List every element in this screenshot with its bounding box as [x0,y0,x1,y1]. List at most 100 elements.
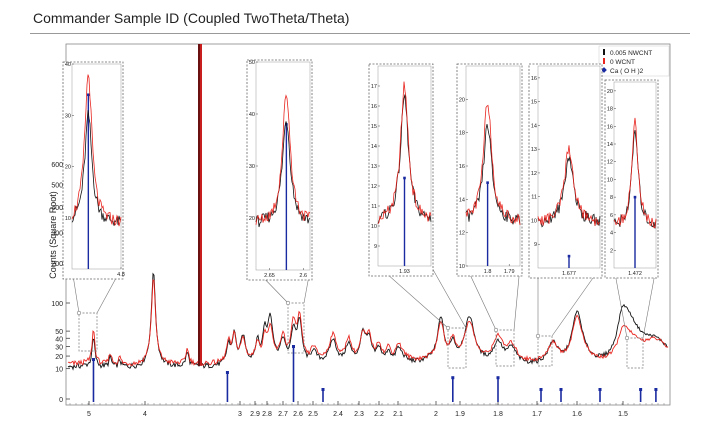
x-tick-label: 4 [143,411,147,418]
inset-panel: 9 10 11 12 13 14 15 16 17 1.93 [368,63,434,277]
inset-x-tick-label: 1.677 [562,271,576,277]
inset-y-tick-label: 14 [459,197,465,203]
inset-x-tick-label: 1.472 [628,271,642,277]
x-tick-label: 2.3 [354,411,364,418]
inset-panel: 10 12 14 16 18 20 1.8 1.79 [456,63,523,277]
spectrum-line [67,279,669,367]
inset-reference-marker [633,195,637,199]
inset-plot-area [255,61,311,271]
y-tick-label: 10 [55,367,63,374]
inset-y-tick-label: 30 [65,113,71,119]
inset-panel: 9 10 11 12 13 14 15 16 1.677 [528,63,603,279]
inset-spectrum-line [537,155,601,228]
inset-y-tick-label: 40 [249,112,255,118]
y-tick-label: 500 [51,182,63,189]
y-tick-label: 50 [55,329,63,336]
inset-x-tick-label: 2.6 [299,273,307,279]
legend-box [598,45,670,77]
y-tick-label: 20 [55,354,63,361]
x-tick-label: 2.1 [393,411,403,418]
reference-marker [451,376,455,380]
inset-y-tick-label: 16 [371,104,377,110]
inset-spectrum-line [71,110,122,226]
x-tick-label: 2.2 [374,411,384,418]
inset-spectrum-line [255,94,311,225]
y-tick-label: 0 [59,397,63,404]
inset-y-tick-label: 11 [371,204,377,210]
inset-y-tick-label: 18 [459,131,465,137]
inset-y-tick-label: 10 [531,218,537,224]
inset-spectrum-line [465,104,521,226]
x-tick-label: 2.7 [278,411,288,418]
inset-y-tick-label: 10 [607,177,613,183]
inset-reference-marker [403,176,406,180]
inset-connector [465,265,497,331]
reference-marker [91,358,95,361]
inset-y-tick-label: 13 [371,164,377,170]
inset-y-tick-label: 2 [610,248,613,254]
inset-reference-marker [567,254,571,258]
inset-source-box [495,329,515,367]
inset-source-box [287,302,305,354]
x-tick-label: 2.5 [308,411,318,418]
inset-y-tick-label: 15 [371,124,377,130]
x-tick-label: 2.6 [293,411,303,418]
reference-marker [598,388,602,391]
inset-x-tick-label: 1.93 [399,269,410,275]
inset-y-tick-label: 11 [531,195,537,201]
main-peak-spike [198,44,200,366]
title-divider [30,33,690,34]
y-tick-label: 400 [51,205,63,212]
inset-panel: 10 20 30 40 4.8 [62,61,125,280]
x-tick-label: 1.5 [618,411,628,418]
inset-reference-marker [486,181,489,184]
x-tick-label: 1.9 [455,411,465,418]
inset-plot-area [537,65,601,269]
inset-source-box [447,327,467,369]
inset-y-tick-label: 20 [459,97,465,103]
y-tick-label: 100 [51,301,63,308]
reference-marker [559,388,563,391]
inset-connector [551,267,601,337]
inset-panel: 2 4 6 8 10 12 14 16 18 20 1.472 [604,79,659,279]
inset-y-tick-label: 4 [610,231,613,237]
x-tick-label: 1.7 [532,411,542,418]
reference-marker [539,388,543,391]
inset-y-tick-label: 10 [65,216,71,222]
x-tick-label: 2.4 [333,411,343,418]
inset-connector-dot [493,327,499,333]
x-tick-label: 1.8 [493,411,503,418]
inset-connector [430,265,467,329]
inset-y-tick-label: 20 [65,165,71,171]
inset-source-box [78,312,98,352]
inset-y-tick-label: 14 [607,142,613,148]
inset-y-tick-label: 16 [459,164,465,170]
x-tick-label: 1.6 [572,411,582,418]
inset-connector-dot [445,325,451,331]
inset-y-tick-label: 14 [371,144,377,150]
y-tick-label: 30 [55,344,63,351]
x-tick-label: 2.9 [250,411,260,418]
y-tick-label: 200 [51,261,63,268]
legend-marker [603,49,605,55]
inset-y-tick-label: 40 [65,62,71,68]
chart-title: Commander Sample ID (Coupled TwoTheta/Th… [33,10,350,26]
inset-source-box [537,335,553,367]
reference-marker [225,371,229,374]
inset-spectrum-line [377,94,432,224]
inset-y-tick-label: 12 [459,231,465,237]
legend-label: Ca ( O H )2 [610,68,644,75]
inset-y-tick-label: 30 [249,164,255,170]
inset-x-tick-label: 1.79 [504,269,515,275]
reference-marker [321,388,325,391]
inset-y-tick-label: 13 [531,147,537,153]
inset-spectrum-line [71,74,122,227]
y-tick-label: 600 [51,162,63,169]
inset-connector-dot [76,310,82,316]
main-peak-spike [200,44,202,366]
reference-marker [639,388,643,391]
inset-connector-dot [285,300,291,306]
inset-y-tick-label: 15 [531,100,537,106]
inset-y-tick-label: 12 [371,184,377,190]
